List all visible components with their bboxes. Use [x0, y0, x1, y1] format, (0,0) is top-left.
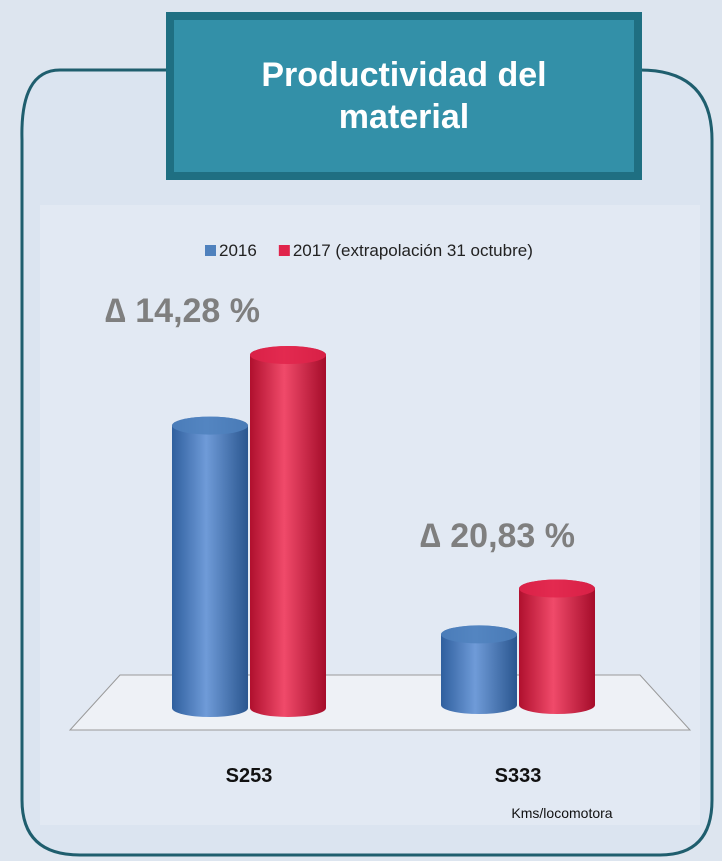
- bar-top: [519, 579, 595, 598]
- title-box: [174, 20, 634, 172]
- floor: [68, 674, 692, 731]
- bar: [172, 416, 248, 717]
- x-axis-label: Kms/locomotora: [511, 805, 612, 821]
- annotation: ∆ 14,28 %: [105, 292, 260, 330]
- bar-top: [250, 346, 326, 364]
- legend-swatch: [278, 245, 290, 256]
- annotation: ∆ 20,83 %: [420, 517, 575, 555]
- legend-swatch: [205, 245, 216, 256]
- bar: [441, 625, 517, 714]
- bar: [250, 346, 326, 717]
- x-tick-label: S333: [495, 765, 542, 787]
- chart-title: Productividad del material: [261, 56, 547, 136]
- x-tick-label: S253: [226, 765, 273, 787]
- legend-label: 2016: [219, 241, 257, 260]
- legend-label: 2017 (extrapolación 31 octubre): [293, 241, 533, 260]
- bar-top: [441, 625, 517, 644]
- bar: [519, 579, 595, 714]
- bar-top: [172, 416, 248, 435]
